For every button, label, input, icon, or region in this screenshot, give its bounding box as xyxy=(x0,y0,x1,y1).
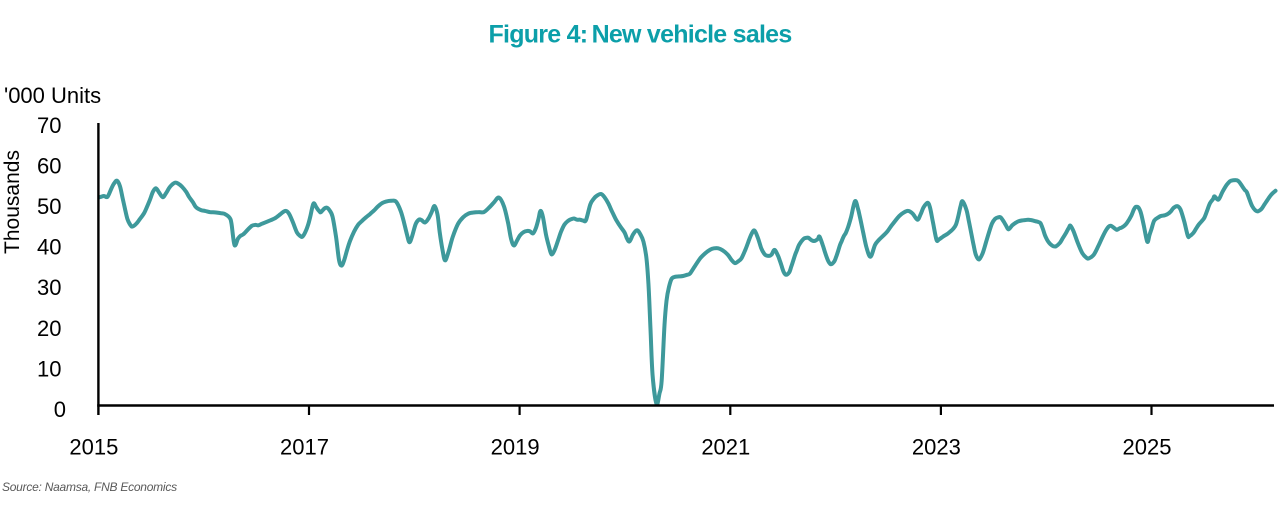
svg-text:'000 Units: '000 Units xyxy=(4,83,101,108)
svg-text:2017: 2017 xyxy=(280,435,329,460)
svg-text:2021: 2021 xyxy=(701,435,750,460)
svg-text:2025: 2025 xyxy=(1123,435,1172,460)
svg-text:30: 30 xyxy=(37,275,61,300)
svg-text:70: 70 xyxy=(37,113,61,138)
svg-text:20: 20 xyxy=(37,316,61,341)
svg-text:2015: 2015 xyxy=(69,435,118,460)
svg-text:Thousands: Thousands xyxy=(1,150,24,254)
svg-text:50: 50 xyxy=(37,194,61,219)
svg-text:0: 0 xyxy=(54,397,66,422)
svg-text:60: 60 xyxy=(37,154,61,179)
svg-text:10: 10 xyxy=(37,356,61,381)
svg-text:40: 40 xyxy=(37,235,61,260)
svg-text:Figure 4: New vehicle sales: Figure 4: New vehicle sales xyxy=(489,21,792,49)
svg-text:2023: 2023 xyxy=(912,435,961,460)
svg-text:2019: 2019 xyxy=(491,435,540,460)
svg-text:Source: Naamsa, FNB Economics: Source: Naamsa, FNB Economics xyxy=(2,480,177,494)
